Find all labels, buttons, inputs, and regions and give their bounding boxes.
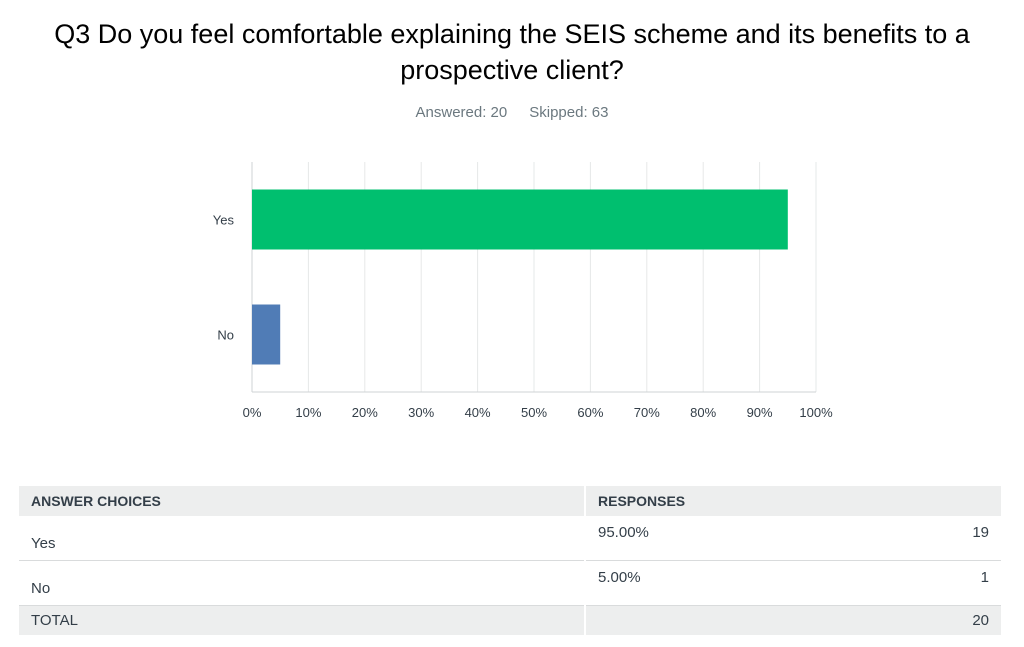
answered-count: Answered: 20	[415, 104, 508, 121]
bar	[252, 304, 281, 365]
x-tick-label: 90%	[747, 405, 773, 420]
response-percent: 5.00%	[585, 560, 856, 606]
answer-choice: Yes	[19, 516, 586, 561]
header-responses: RESPONSES	[585, 486, 1001, 516]
answer-choice: No	[19, 560, 586, 606]
response-stats: Answered: 20 Skipped: 63	[0, 104, 1024, 121]
x-tick-label: 100%	[799, 405, 833, 420]
x-tick-label: 50%	[521, 405, 547, 420]
category-label: No	[217, 328, 234, 343]
response-percent: 95.00%	[585, 516, 856, 561]
response-count: 1	[855, 560, 1001, 606]
x-tick-label: 30%	[408, 405, 434, 420]
total-row: TOTAL 20	[19, 605, 1001, 635]
question-title: Q3 Do you feel comfortable explaining th…	[54, 19, 970, 85]
x-tick-label: 60%	[577, 405, 603, 420]
skipped-count: Skipped: 63	[529, 104, 609, 121]
total-label: TOTAL	[19, 605, 586, 635]
x-tick-label: 40%	[465, 405, 491, 420]
total-count: 20	[855, 605, 1001, 635]
table-row: Yes 95.00% 19	[19, 516, 1001, 561]
x-tick-label: 70%	[634, 405, 660, 420]
x-tick-label: 10%	[295, 405, 321, 420]
header-answer-choices: ANSWER CHOICES	[19, 486, 586, 516]
response-count: 19	[855, 516, 1001, 561]
x-tick-label: 0%	[243, 405, 262, 420]
bar	[252, 189, 788, 250]
x-tick-label: 80%	[690, 405, 716, 420]
category-label: Yes	[213, 213, 235, 228]
x-tick-label: 20%	[352, 405, 378, 420]
bar-chart: 0% 10% 20% 30% 40% 50% 60% 70% 80% 90% 100% Yes No	[213, 162, 833, 420]
table-row: No 5.00% 1	[19, 560, 1001, 606]
results-table: ANSWER CHOICES RESPONSES Yes 95.00% 19 N…	[19, 486, 1001, 635]
